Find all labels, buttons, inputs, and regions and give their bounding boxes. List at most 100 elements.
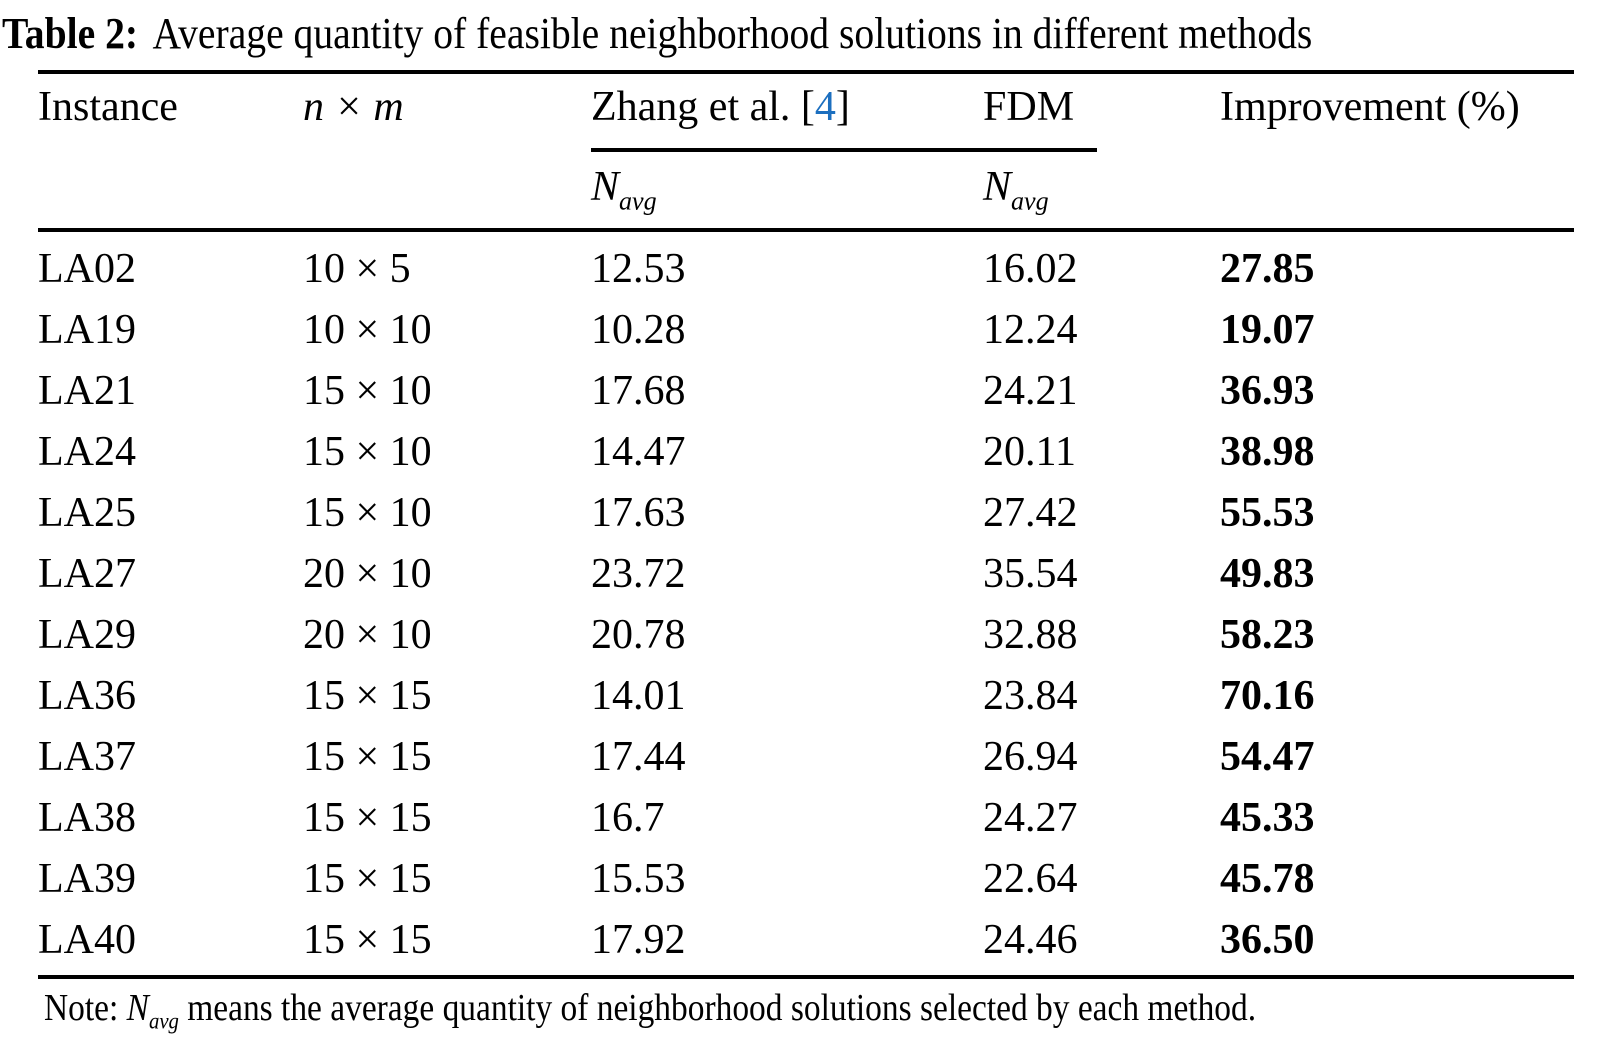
navg-symbol: N [983,164,1012,210]
zhang-navg-cell: 10.28 [591,306,686,353]
improvement-cell: 54.47 [1220,733,1315,780]
zhang-navg-cell: 15.53 [591,855,686,902]
table-row: LA37 15 × 15 17.44 26.94 54.47 [38,726,1574,787]
table-row: LA40 15 × 15 17.92 24.46 36.50 [38,909,1574,970]
instance-cell: LA29 [38,611,136,658]
methods-cmidrule [591,148,1097,152]
zhang-label: Zhang et al. [ [591,84,815,130]
improvement-cell: 49.83 [1220,550,1315,597]
size-cell: 10 × 5 [303,245,411,292]
column-header-fdm: FDM [983,84,1075,130]
zhang-navg-cell: 17.44 [591,733,686,780]
size-cell: 15 × 10 [303,367,432,414]
size-cell: 15 × 15 [303,733,432,780]
table-bottom-rule [38,975,1574,979]
instance-cell: LA40 [38,916,136,963]
navg-symbol: N [126,987,149,1029]
table-body: LA02 10 × 5 12.53 16.02 27.85 LA19 10 × 10 10.2… [38,238,1574,970]
zhang-navg-cell: 16.7 [591,794,665,841]
zhang-navg-cell: 20.78 [591,611,686,658]
note-navg: Navg [126,987,179,1035]
fdm-navg-cell: 26.94 [983,733,1078,780]
instance-cell: LA39 [38,855,136,902]
fdm-navg-cell: 12.24 [983,306,1078,353]
table-caption: Table 2: Average quantity of feasible nei… [2,8,1312,59]
improvement-cell: 45.78 [1220,855,1315,902]
instance-cell: LA21 [38,367,136,414]
zhang-navg-cell: 14.01 [591,672,686,719]
subheader-navg-zhang: Navg [591,164,983,216]
improvement-cell: 36.50 [1220,916,1315,963]
table-subheader-row: Navg Navg [38,164,1574,216]
fdm-navg-cell: 32.88 [983,611,1078,658]
improvement-cell: 38.98 [1220,428,1315,475]
data-table: Instance n × m Zhang et al. [4] FDM Impr… [38,70,1574,982]
fdm-navg-cell: 20.11 [983,428,1076,475]
zhang-navg-cell: 14.47 [591,428,686,475]
column-header-instance: Instance [38,84,178,130]
table-row: LA39 15 × 15 15.53 22.64 45.78 [38,848,1574,909]
table-header-row: Instance n × m Zhang et al. [4] FDM Impr… [38,84,1574,130]
table-row: LA02 10 × 5 12.53 16.02 27.85 [38,238,1574,299]
fdm-navg-cell: 24.27 [983,794,1078,841]
subheader-navg-fdm: Navg [983,164,1220,216]
size-cell: 20 × 10 [303,611,432,658]
table-top-rule [38,70,1574,74]
zhang-navg-cell: 17.63 [591,489,686,536]
navg-symbol: N [591,164,620,210]
table-header-rule [38,228,1574,232]
improvement-cell: 55.53 [1220,489,1315,536]
improvement-cell: 70.16 [1220,672,1315,719]
column-header-n-x-m: n × m [303,84,404,130]
note-prefix: Note: [44,987,127,1029]
fdm-navg-cell: 24.21 [983,367,1078,414]
size-cell: 15 × 15 [303,916,432,963]
instance-cell: LA02 [38,245,136,292]
size-cell: 15 × 10 [303,489,432,536]
navg-subscript: avg [1011,186,1049,216]
fdm-navg-cell: 23.84 [983,672,1078,719]
instance-cell: LA38 [38,794,136,841]
zhang-label-suffix: ] [835,84,850,130]
table-row: LA29 20 × 10 20.78 32.88 58.23 [38,604,1574,665]
size-cell: 15 × 15 [303,672,432,719]
zhang-navg-cell: 17.68 [591,367,686,414]
instance-cell: LA36 [38,672,136,719]
citation-link-4[interactable]: 4 [814,84,836,130]
zhang-navg-cell: 17.92 [591,916,686,963]
size-cell: 15 × 10 [303,428,432,475]
table-caption-label: Table 2: [2,9,139,58]
size-cell: 10 × 10 [303,306,432,353]
table-row: LA24 15 × 10 14.47 20.11 38.98 [38,421,1574,482]
instance-cell: LA19 [38,306,136,353]
table-caption-text: Average quantity of feasible neighborhoo… [152,9,1313,58]
zhang-navg-cell: 12.53 [591,245,686,292]
instance-cell: LA25 [38,489,136,536]
fdm-navg-cell: 22.64 [983,855,1078,902]
size-cell: 15 × 15 [303,794,432,841]
instance-cell: LA37 [38,733,136,780]
fdm-navg-cell: 16.02 [983,245,1078,292]
table-row: LA36 15 × 15 14.01 23.84 70.16 [38,665,1574,726]
fdm-navg-cell: 35.54 [983,550,1078,597]
instance-cell: LA24 [38,428,136,475]
improvement-cell: 36.93 [1220,367,1315,414]
table-row: LA27 20 × 10 23.72 35.54 49.83 [38,543,1574,604]
table-row: LA25 15 × 10 17.63 27.42 55.53 [38,482,1574,543]
table-row: LA21 15 × 10 17.68 24.21 36.93 [38,360,1574,421]
fdm-navg-cell: 27.42 [983,489,1078,536]
improvement-cell: 19.07 [1220,306,1315,353]
improvement-cell: 27.85 [1220,245,1315,292]
table-row: LA38 15 × 15 16.7 24.27 45.33 [38,787,1574,848]
table-note: Note: Navg means the average quantity of… [44,986,1256,1036]
fdm-navg-cell: 24.46 [983,916,1078,963]
note-text: means the average quantity of neighborho… [178,987,1257,1029]
instance-cell: LA27 [38,550,136,597]
improvement-cell: 45.33 [1220,794,1315,841]
size-cell: 15 × 15 [303,855,432,902]
column-header-improvement: Improvement (%) [1220,84,1520,130]
improvement-cell: 58.23 [1220,611,1315,658]
table-row: LA19 10 × 10 10.28 12.24 19.07 [38,299,1574,360]
zhang-navg-cell: 23.72 [591,550,686,597]
